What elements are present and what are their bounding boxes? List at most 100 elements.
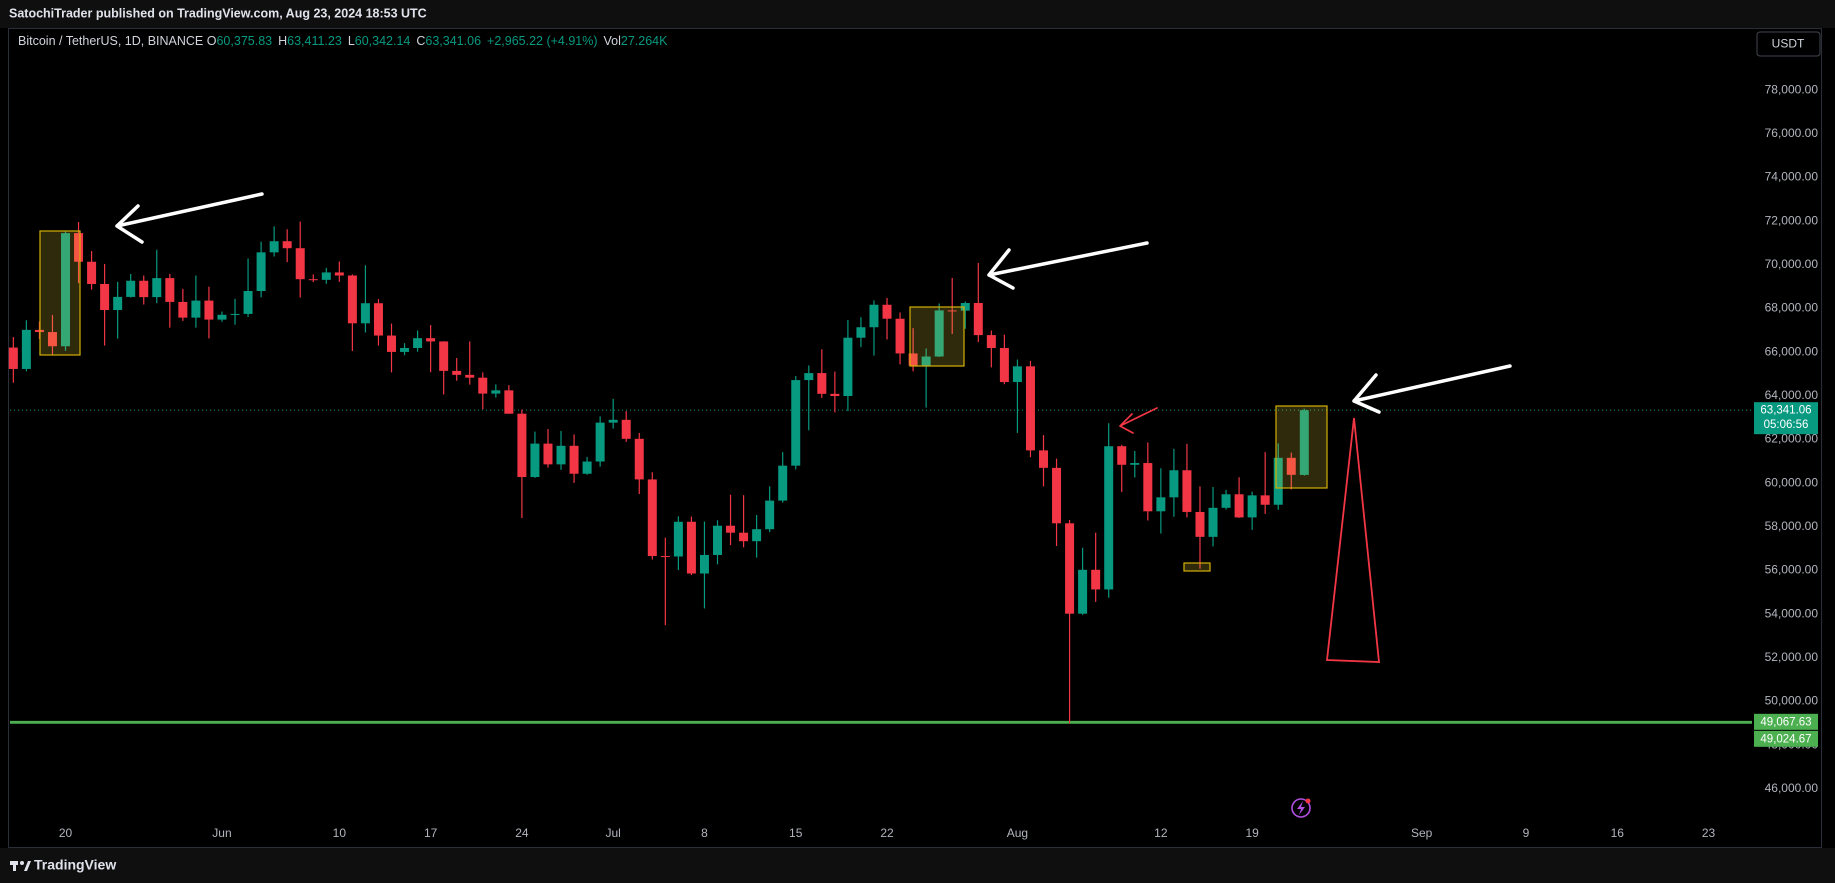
candle-body <box>973 303 983 336</box>
candle-body <box>778 465 788 501</box>
candle-body <box>595 422 605 462</box>
candle-body <box>47 332 57 347</box>
legend-value: 63,341.06 <box>425 34 482 48</box>
candle-body <box>543 443 553 465</box>
candle-body <box>660 556 670 558</box>
candle-body <box>217 314 227 320</box>
candle-body <box>139 280 149 298</box>
candle-body <box>426 338 436 342</box>
alert-icon-ring[interactable] <box>1291 798 1311 818</box>
candle-body <box>373 303 383 336</box>
candle-body <box>230 313 240 315</box>
x-tick-label: 20 <box>59 826 73 840</box>
candle-body <box>113 296 123 310</box>
arrow <box>115 192 264 244</box>
x-tick-label: 24 <box>515 826 529 840</box>
candle-body <box>713 525 722 555</box>
candle-body <box>87 261 97 285</box>
last-price-label: 63,341.06 <box>1760 405 1811 417</box>
candle-body <box>830 393 840 397</box>
candle-body <box>1078 569 1088 614</box>
candle-body <box>61 233 70 347</box>
candle-body <box>256 252 266 291</box>
candle-body <box>360 303 370 324</box>
currency-button-frame[interactable] <box>1756 31 1821 57</box>
candle-body <box>1169 470 1179 498</box>
chart-frame <box>8 28 1822 848</box>
candle-body <box>765 500 775 530</box>
candle-body <box>960 303 970 311</box>
bar-countdown: 05:06:56 <box>1764 419 1809 431</box>
candle-body <box>726 525 736 533</box>
y-tick-label: 54,000.00 <box>1765 606 1819 620</box>
candle-body <box>921 356 931 366</box>
y-tick-label: 58,000.00 <box>1765 519 1819 533</box>
alert-icon-bolt[interactable] <box>1297 801 1305 815</box>
candle-body <box>1182 470 1192 512</box>
level-tag <box>1754 730 1818 747</box>
y-tick-label: 56,000.00 <box>1765 563 1819 577</box>
candle-body <box>895 318 905 354</box>
y-tick-label: 64,000.00 <box>1765 388 1819 402</box>
candle-body <box>621 419 631 439</box>
candle-body <box>1260 495 1270 505</box>
highlight-box <box>909 306 965 367</box>
x-tick-label: 22 <box>880 826 894 840</box>
symbol-legend: Bitcoin / TetherUS, 1D, BINANCE O60,375.… <box>18 34 673 48</box>
candle-body <box>152 278 162 298</box>
candle-body <box>465 374 475 378</box>
candle-body <box>1221 494 1231 508</box>
candle-body <box>178 301 188 318</box>
candle-body <box>634 438 644 480</box>
brand-logo <box>10 861 31 871</box>
candle-body <box>843 337 853 397</box>
legend-key: L <box>347 34 355 48</box>
x-tick-label: 15 <box>789 826 803 840</box>
candle-body <box>530 443 540 478</box>
candle-body <box>1234 494 1244 518</box>
candle-body <box>686 521 696 574</box>
highlight-box <box>39 230 81 356</box>
y-tick-label: 76,000.00 <box>1765 126 1819 140</box>
symbol-title: Bitcoin / TetherUS, 1D, BINANCE <box>18 34 204 48</box>
x-tick-label: 16 <box>1611 826 1625 840</box>
candle-body <box>1039 450 1048 468</box>
candle-body <box>1156 497 1166 512</box>
currency-button[interactable]: USDT <box>1756 31 1821 57</box>
x-tick-label: 10 <box>333 826 347 840</box>
legend-key: Vol <box>603 34 621 48</box>
candle-body <box>947 310 957 312</box>
candle-body <box>1091 569 1101 590</box>
candle-body <box>413 338 423 348</box>
y-tick-label: 50,000.00 <box>1765 694 1819 708</box>
y-tick-label: 74,000.00 <box>1765 170 1819 184</box>
y-tick-label: 78,000.00 <box>1765 82 1819 96</box>
y-tick-label: 62,000.00 <box>1765 432 1819 446</box>
candle-body <box>869 304 879 328</box>
candle-body <box>752 529 762 542</box>
candle-body <box>556 445 566 465</box>
candle-body <box>243 290 253 314</box>
candle-body <box>282 241 292 249</box>
candle-body <box>400 347 410 352</box>
legend-key: H <box>278 34 288 48</box>
candle-body <box>817 373 827 394</box>
legend-value: 63,411.23 <box>287 34 342 48</box>
currency-label[interactable]: USDT <box>1772 37 1805 51</box>
candle-body <box>517 413 527 478</box>
header-bar <box>0 0 1835 28</box>
candle-body <box>739 532 749 542</box>
candle-body <box>882 304 892 319</box>
candle-body <box>439 341 449 371</box>
price-tags: 49,067.63 49,024.67 63,341.06 05:06:56 <box>1754 402 1818 747</box>
brand: TradingView <box>34 857 116 873</box>
candle-body <box>569 445 579 474</box>
y-tick-label: 68,000.00 <box>1765 301 1819 315</box>
alert-icon-dot[interactable] <box>1305 798 1311 804</box>
candle-body <box>1247 495 1257 518</box>
candle-body <box>1143 463 1153 512</box>
alert-icon[interactable] <box>1291 798 1311 818</box>
x-tick-label: 9 <box>1523 826 1530 840</box>
